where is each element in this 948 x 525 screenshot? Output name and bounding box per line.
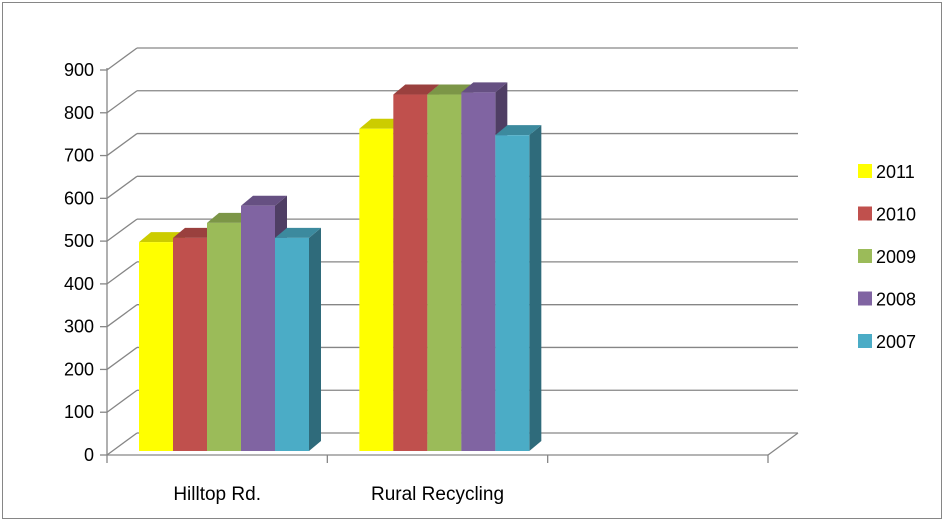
legend-label: 2011 (876, 162, 915, 182)
gridline-diagonal (106, 432, 138, 456)
legend-label: 2010 (876, 205, 916, 225)
bar (241, 205, 275, 451)
legend-swatch (858, 206, 872, 221)
gridline-diagonal (106, 261, 138, 285)
bar (427, 94, 462, 452)
legend-label: 2008 (876, 290, 916, 310)
bar-side (309, 227, 321, 451)
bar (173, 237, 207, 451)
legend-swatch (858, 164, 872, 178)
bar-side (529, 125, 542, 452)
bar (359, 128, 394, 451)
y-tick-label: 700 (64, 146, 94, 166)
legend-label: 2007 (876, 332, 916, 352)
y-tick-label: 0 (84, 445, 94, 465)
y-tick-label: 200 (64, 359, 94, 379)
bar (495, 135, 530, 451)
gridline-diagonal (106, 133, 138, 157)
y-tick-label: 300 (64, 317, 94, 337)
y-tick-label: 900 (64, 60, 94, 80)
bar (139, 242, 173, 451)
bar-top (393, 84, 440, 95)
bar-top (275, 227, 321, 238)
y-tick-label: 600 (64, 188, 94, 208)
gridline-diagonal (106, 389, 138, 413)
gridline-diagonal (106, 90, 138, 114)
gridline-diagonal (106, 175, 138, 199)
bar-top (495, 125, 542, 136)
gridline-diagonal (106, 304, 138, 328)
gridline-diagonal (106, 346, 138, 370)
bar (461, 92, 496, 451)
legend-label: 2009 (876, 247, 916, 267)
legend-swatch (858, 334, 872, 348)
legend-swatch (858, 249, 872, 263)
gridline-diagonal (106, 47, 138, 71)
x-tick-label: Hilltop Rd. (173, 484, 261, 505)
y-tick-label: 400 (64, 274, 94, 294)
bar-top (241, 195, 287, 206)
legend-swatch (858, 291, 872, 306)
y-tick-label: 100 (64, 402, 94, 422)
bar (207, 222, 241, 451)
gridline-diagonal (106, 218, 138, 242)
bar (393, 94, 428, 452)
bar (275, 237, 309, 451)
y-tick-label: 800 (64, 103, 94, 123)
bar-top (461, 82, 508, 93)
y-tick-label: 500 (64, 231, 94, 251)
floor-edge (767, 432, 799, 456)
x-tick-label: Rural Recycling (371, 484, 504, 505)
